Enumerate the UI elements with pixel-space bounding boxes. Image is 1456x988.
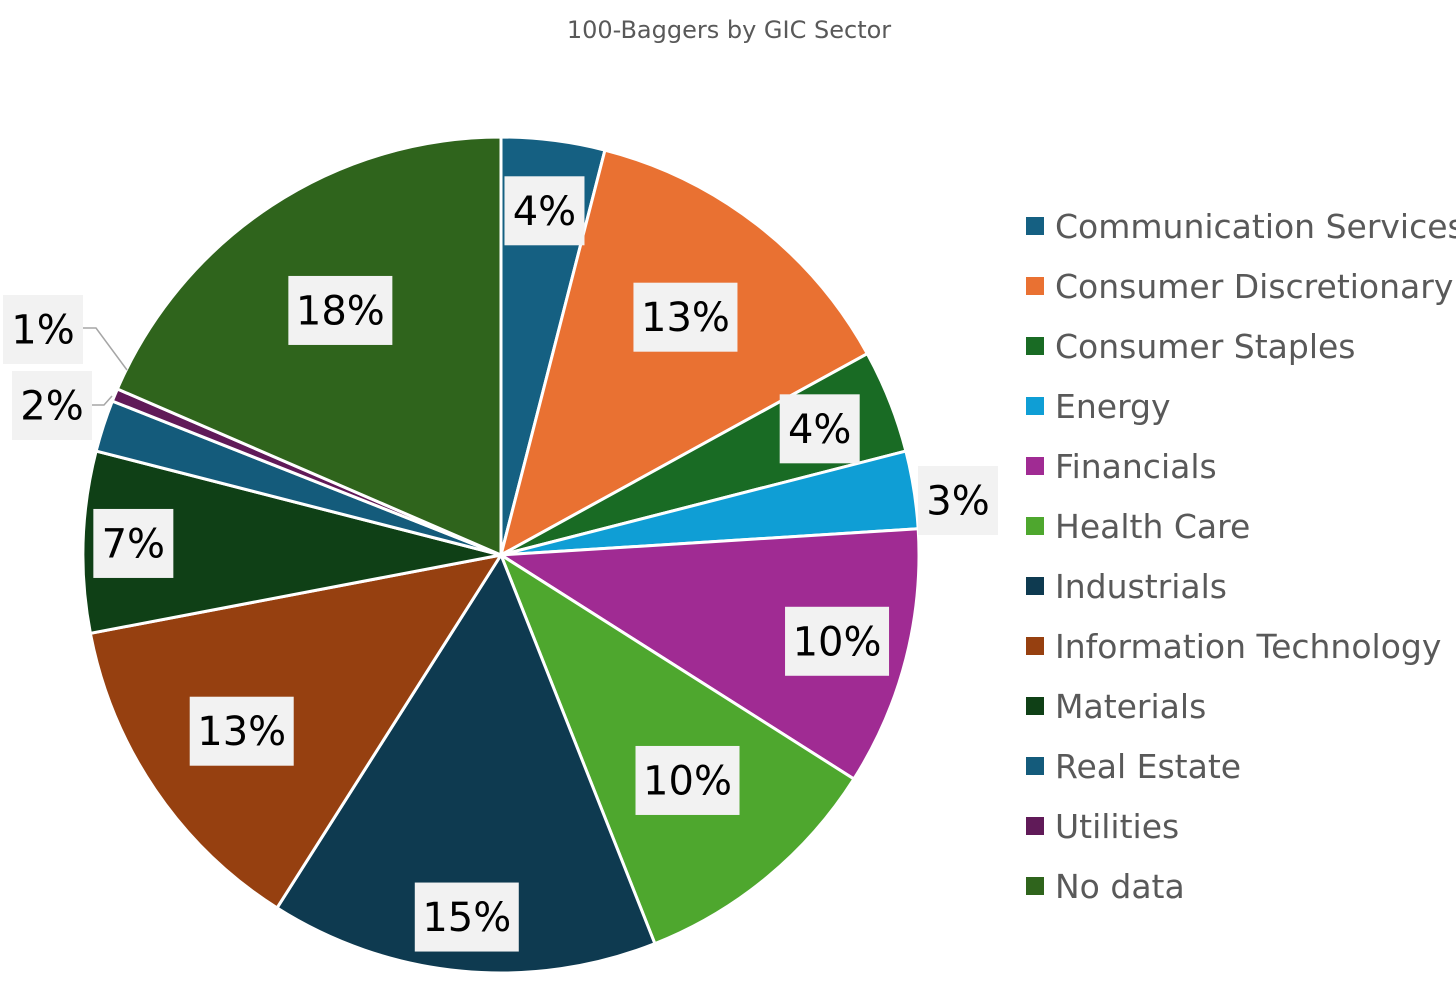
- legend-swatch: [1026, 457, 1044, 475]
- legend-label: Industrials: [1055, 567, 1227, 606]
- data-label-box-health-care: [635, 745, 740, 815]
- legend-swatch: [1026, 517, 1044, 535]
- legend-entry-communication-services: Communication Services: [1026, 207, 1456, 246]
- data-label-industrials: 15%: [422, 895, 511, 941]
- pie-slice-no-data: [115, 135, 503, 558]
- data-label-box-utilities: [3, 295, 83, 364]
- data-label-no-data: 18%: [296, 288, 385, 334]
- legend-entry-materials: Materials: [1026, 687, 1206, 726]
- legend-label: Health Care: [1055, 507, 1250, 546]
- legend-swatch: [1026, 757, 1044, 775]
- legend-label: Consumer Discretionary: [1055, 267, 1453, 306]
- legend: Communication Services Consumer Discretio…: [1026, 207, 1456, 906]
- legend-entry-consumer-discretionary: Consumer Discretionary: [1026, 267, 1453, 306]
- legend-label: Real Estate: [1055, 747, 1241, 786]
- data-label-financials: 10%: [793, 619, 882, 665]
- data-label-materials: 7%: [102, 521, 165, 567]
- legend-label: Energy: [1055, 387, 1171, 426]
- pie-slice-consumer-discretionary: [498, 148, 870, 558]
- data-label-box-consumer-staples: [779, 394, 860, 464]
- legend-label: Communication Services: [1055, 207, 1456, 246]
- data-label-box-industrials: [414, 882, 519, 952]
- legend-swatch: [1026, 577, 1044, 595]
- data-label-box-consumer-discretionary: [633, 282, 738, 352]
- pie-slice-materials: [81, 449, 502, 636]
- pie-slice-financials: [496, 527, 921, 782]
- legend-entry-financials: Financials: [1026, 447, 1217, 486]
- data-label-communication-services: 4%: [513, 189, 576, 235]
- pie-slices: [81, 135, 921, 975]
- legend-entry-information-technology: Information Technology: [1026, 627, 1441, 666]
- data-label-box-financials: [785, 606, 890, 676]
- leader-line-real-estate: [92, 395, 113, 406]
- legend-entry-consumer-staples: Consumer Staples: [1026, 327, 1355, 366]
- chart-title: 100-Baggers by GIC Sector: [567, 16, 891, 44]
- legend-entry-health-care: Health Care: [1026, 507, 1250, 546]
- legend-entry-energy: Energy: [1026, 387, 1171, 426]
- data-label-box-information-technology: [189, 696, 294, 766]
- leader-lines: [83, 327, 128, 406]
- legend-label: Financials: [1055, 447, 1217, 486]
- data-label-box-real-estate: [12, 371, 92, 440]
- data-label-utilities: 1%: [11, 308, 74, 354]
- data-label-box-no-data: [288, 275, 393, 345]
- data-label-box-communication-services: [504, 176, 585, 246]
- legend-entry-no-data: No data: [1026, 867, 1185, 906]
- legend-swatch: [1026, 217, 1044, 235]
- leader-line-utilities: [83, 327, 128, 371]
- pie-slice-information-technology: [88, 552, 505, 911]
- data-label-health-care: 10%: [643, 758, 732, 804]
- legend-swatch: [1026, 397, 1044, 415]
- legend-label: No data: [1055, 867, 1185, 906]
- legend-swatch: [1026, 337, 1044, 355]
- legend-label: Information Technology: [1055, 627, 1441, 666]
- legend-label: Utilities: [1055, 807, 1179, 846]
- legend-entry-utilities: Utilities: [1026, 807, 1179, 846]
- pie-slice-industrials: [274, 551, 657, 975]
- data-label-consumer-discretionary: 13%: [641, 295, 730, 341]
- legend-swatch: [1026, 637, 1044, 655]
- data-labels: 4% 13% 4% 3% 10% 10% 15% 13% 7% 2% 1% 18%: [3, 176, 998, 952]
- legend-swatch: [1026, 877, 1044, 895]
- data-label-energy: 3%: [926, 479, 989, 525]
- data-label-information-technology: 13%: [197, 709, 286, 755]
- legend-label: Materials: [1055, 687, 1206, 726]
- data-label-box-energy: [918, 466, 998, 535]
- data-label-consumer-staples: 4%: [788, 407, 851, 453]
- data-label-real-estate: 2%: [20, 384, 83, 430]
- legend-swatch: [1026, 697, 1044, 715]
- legend-swatch: [1026, 277, 1044, 295]
- legend-entry-industrials: Industrials: [1026, 567, 1227, 606]
- legend-label: Consumer Staples: [1055, 327, 1355, 366]
- legend-entry-real-estate: Real Estate: [1026, 747, 1241, 786]
- data-label-box-materials: [93, 508, 174, 578]
- legend-swatch: [1026, 817, 1044, 835]
